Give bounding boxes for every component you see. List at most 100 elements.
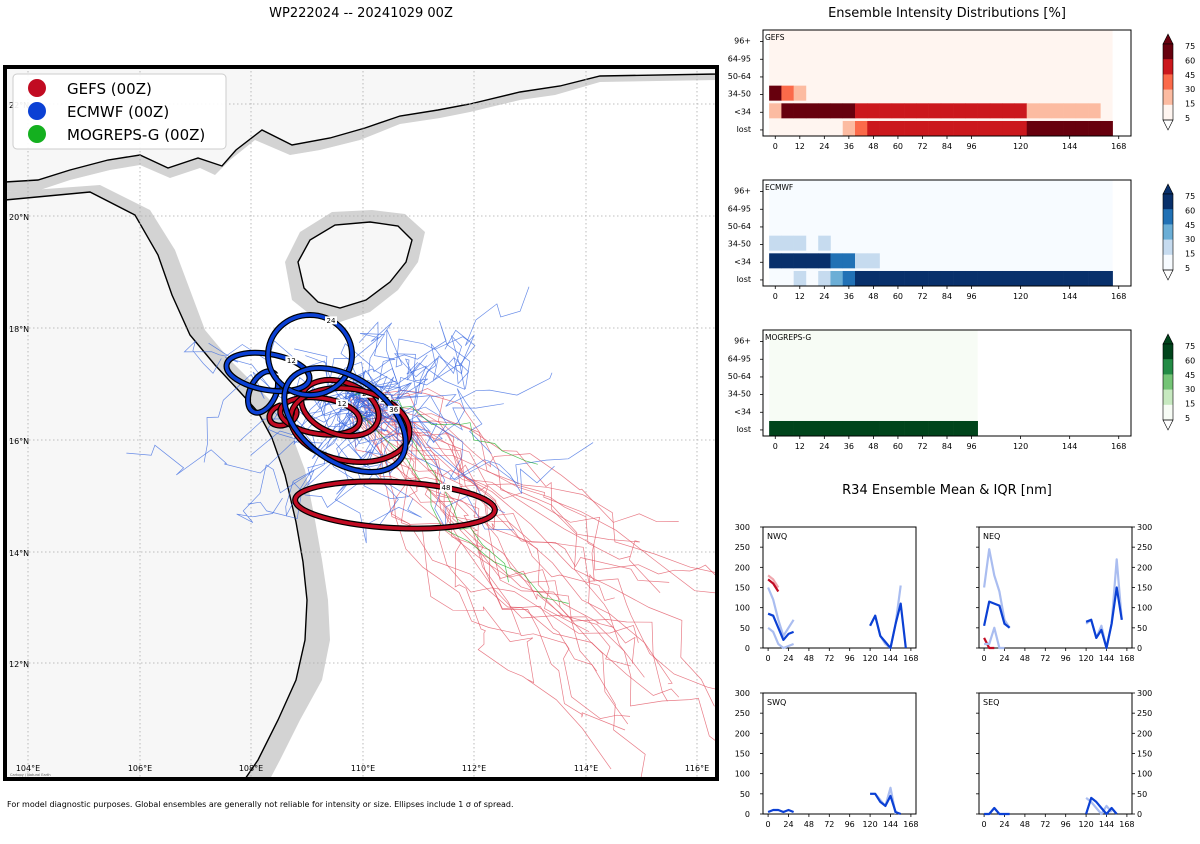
x-tick-label: 120 [1013, 442, 1028, 451]
x-tick-label: 120 [862, 654, 877, 663]
x-tick-label: 168 [903, 820, 918, 829]
intensity-row-label: 64-95 [728, 204, 751, 213]
y-tick-label: 300 [735, 523, 750, 532]
lon-label: 116°E [685, 764, 709, 773]
y-tick-label: 0 [745, 644, 750, 653]
intensity-row-label: <34 [734, 407, 751, 416]
x-tick-label: 36 [844, 142, 854, 151]
heatmap-cell [769, 103, 782, 119]
heatmap-cell [989, 120, 1003, 136]
ensemble-track [357, 413, 632, 667]
forecast-ellipse [293, 479, 497, 531]
colorbar-tick-label: 45 [1185, 371, 1195, 380]
heatmap-cell [793, 420, 807, 436]
heatmap-cell [769, 420, 782, 436]
colorbar-frame [1162, 343, 1174, 421]
heatmap-cell [1075, 103, 1089, 119]
ensemble-track [353, 411, 631, 719]
r34-quadrant-label: NEQ [983, 532, 1000, 541]
colorbar-tick-label: 60 [1185, 356, 1195, 365]
x-tick-label: 24 [819, 292, 829, 301]
ensemble-track [365, 407, 590, 633]
ellipse-label-bg [325, 316, 337, 325]
ellipse-hour-label: 48 [442, 484, 451, 492]
lat-label: 16°N [9, 437, 29, 446]
ensemble-track [359, 399, 717, 578]
ensemble-track [357, 396, 615, 601]
colorbar-tick-label: 45 [1185, 221, 1195, 230]
y-tick-label: 150 [1137, 584, 1152, 593]
x-tick-label: 168 [903, 654, 918, 663]
heatmap-cell [1039, 120, 1052, 136]
x-tick-label: 168 [1119, 820, 1134, 829]
y-tick-label: 200 [735, 563, 750, 572]
legend-marker-gefs [28, 79, 46, 97]
hainan-island [297, 221, 413, 309]
x-tick-label: 120 [862, 820, 877, 829]
heatmap-cell [1026, 270, 1040, 286]
x-tick-label: 72 [917, 142, 927, 151]
x-tick-label: 48 [868, 442, 878, 451]
heatmap-cell [940, 270, 954, 286]
ellipse-label-bg [285, 356, 298, 365]
ensemble-track [337, 376, 432, 435]
heatmap-cell [1014, 120, 1028, 136]
x-tick-label: 144 [1099, 654, 1114, 663]
heatmap-cell [867, 420, 880, 436]
colorbar-tick-label: 15 [1185, 250, 1195, 259]
heatmap-cell [928, 420, 942, 436]
colorbar-tick-label: 15 [1185, 100, 1195, 109]
x-tick-label: 72 [917, 442, 927, 451]
y-tick-label: 300 [1137, 523, 1152, 532]
lon-labels: 104°E 106°E 108°E 110°E 112°E 114°E 116°… [16, 764, 709, 773]
ensemble-track [366, 417, 626, 731]
heatmap-cell [1063, 103, 1077, 119]
colorbar-tick-label: 75 [1185, 192, 1195, 201]
x-tick-label: 0 [773, 142, 778, 151]
heatmap-cell [793, 85, 807, 101]
colorbar-tick-label: 15 [1185, 400, 1195, 409]
heatmap-cell [904, 103, 917, 119]
heatmap-cell [953, 120, 966, 136]
y-tick-label: 50 [740, 624, 750, 633]
ellipse-label-bg [439, 483, 452, 492]
colorbar-segment [1163, 359, 1173, 375]
heatmap-cell [940, 120, 954, 136]
lat-label: 18°N [9, 325, 29, 334]
heatmap-cell [867, 120, 880, 136]
heatmap-cell [781, 103, 794, 119]
r34-series-line [983, 637, 995, 650]
heatmap-cell [1075, 270, 1089, 286]
heatmap-cell [793, 235, 807, 251]
x-tick-label: 120 [1013, 292, 1028, 301]
colorbar-tick-label: 60 [1185, 56, 1195, 65]
heatmap-cell [867, 103, 880, 119]
y-tick-label: 250 [735, 709, 750, 718]
lon-label: 110°E [351, 764, 375, 773]
r34-frame [762, 692, 917, 815]
heatmap-cell [916, 420, 929, 436]
heatmap-cell [842, 420, 856, 436]
x-tick-label: 48 [1020, 820, 1030, 829]
ensemble-track [358, 394, 717, 574]
r34-panel: NWQ 0 50 100 150 200 250 300 0 24 48 72 96 120 144 168 [735, 523, 919, 663]
r34-series-line [767, 612, 795, 641]
ensemble-track [367, 392, 555, 494]
colorbar-tick-label: 75 [1185, 42, 1195, 51]
heatmap-cell [855, 253, 868, 269]
r34-series-line [767, 587, 795, 637]
intensity-row-label: <34 [734, 257, 751, 266]
r34-series-line [1085, 586, 1123, 650]
heatmap-cell [805, 420, 819, 436]
ensemble-track [360, 388, 492, 454]
intensity-row-label: 96+ [734, 37, 751, 46]
legend-label-mogreps: MOGREPS-G (00Z) [67, 126, 205, 144]
colorbar-segment [1163, 224, 1173, 240]
legend-label-ecmwf: ECMWF (00Z) [67, 103, 169, 121]
x-tick-label: 48 [1020, 654, 1030, 663]
intensity-row-label: 50-64 [728, 222, 751, 231]
heatmap-cell [818, 235, 831, 251]
lon-label: 114°E [574, 764, 598, 773]
heatmap-cell [781, 85, 794, 101]
